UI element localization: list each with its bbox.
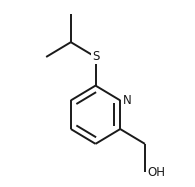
Text: OH: OH	[147, 166, 165, 179]
Text: S: S	[92, 50, 99, 63]
Text: N: N	[123, 94, 131, 107]
